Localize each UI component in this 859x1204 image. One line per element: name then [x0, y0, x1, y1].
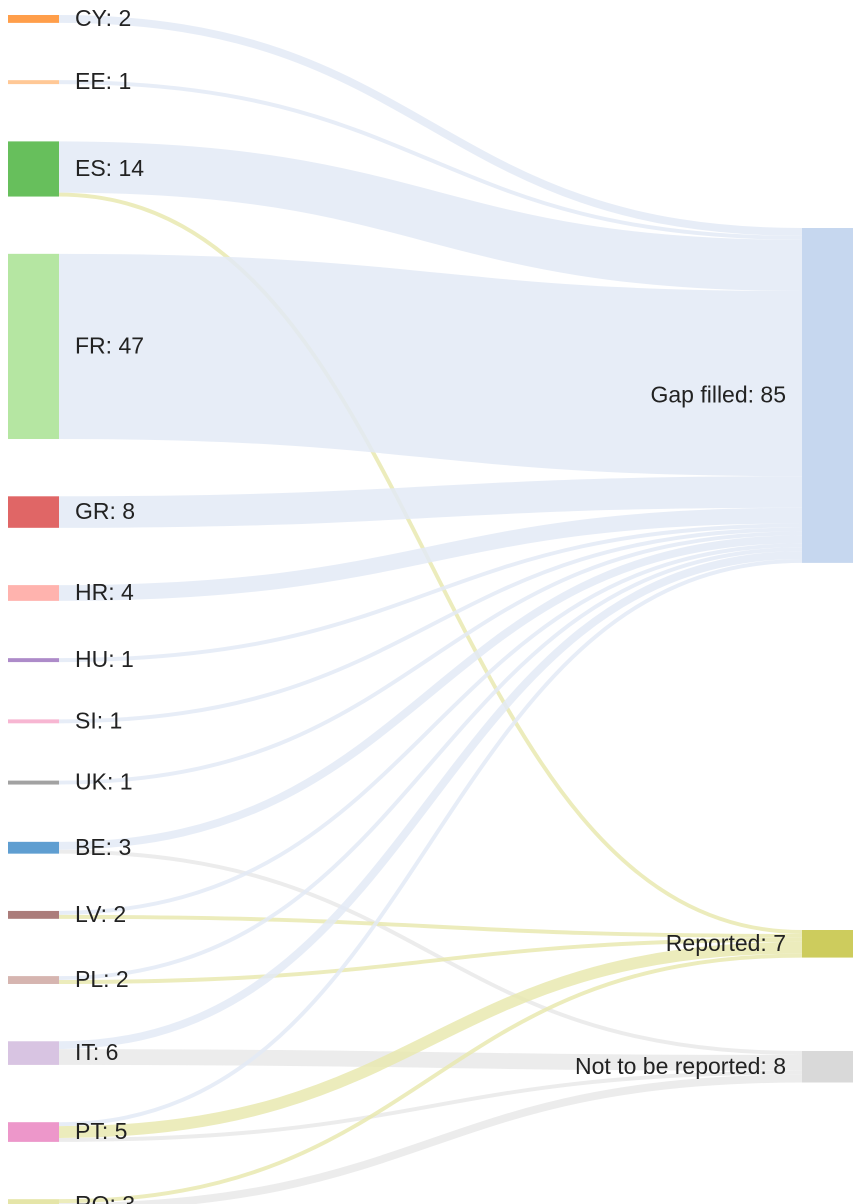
node [8, 496, 59, 528]
link [58, 937, 803, 984]
links [58, 15, 803, 1204]
node [802, 930, 853, 958]
node-label: UK: 1 [75, 769, 133, 795]
node [8, 15, 59, 23]
node-label: FR: 47 [75, 333, 144, 359]
node-label: BE: 3 [75, 834, 131, 860]
node [8, 80, 59, 85]
node [8, 780, 59, 785]
link [58, 192, 803, 934]
link [58, 535, 803, 850]
link [58, 1074, 803, 1204]
node-label: HU: 1 [75, 646, 134, 672]
node [8, 1041, 59, 1065]
link [58, 914, 803, 938]
node-label: LV: 2 [75, 901, 126, 927]
link [58, 551, 803, 1050]
node-label: PL: 2 [75, 966, 129, 992]
link [58, 141, 803, 292]
labels: CY: 2 EE: 1 ES: 14 FR: 47 GR: 8 HR: 4 HU: 1 SI:… [75, 5, 786, 1204]
link [58, 476, 803, 528]
node [8, 1122, 59, 1142]
node [8, 719, 59, 724]
link [58, 941, 803, 1138]
link [58, 507, 803, 601]
node-label: IT: 6 [75, 1039, 118, 1065]
link [58, 1070, 803, 1142]
link [58, 527, 803, 724]
nodes [8, 15, 853, 1204]
link [58, 15, 803, 236]
node-label: SI: 1 [75, 707, 122, 733]
node [8, 585, 59, 601]
node-label: RO: 3 [75, 1191, 135, 1204]
link [58, 558, 803, 1127]
node-label: GR: 8 [75, 498, 135, 524]
node-label: CY: 2 [75, 5, 131, 31]
link [58, 253, 803, 477]
node [8, 1199, 59, 1204]
node-label: Reported: 7 [666, 930, 786, 956]
node-label: HR: 4 [75, 579, 134, 605]
node [802, 228, 853, 563]
link [58, 80, 803, 240]
node-label: ES: 14 [75, 155, 144, 181]
node-label: EE: 1 [75, 68, 131, 94]
node [8, 841, 59, 854]
node [802, 1051, 853, 1083]
node [8, 910, 59, 919]
link [58, 547, 803, 981]
link [58, 849, 803, 1055]
link [58, 953, 803, 1204]
node-label: Not to be reported: 8 [575, 1053, 786, 1079]
link [58, 523, 803, 663]
node [8, 658, 59, 663]
node [8, 976, 59, 984]
node-label: Gap filled: 85 [650, 382, 786, 408]
link [58, 543, 803, 915]
node [8, 141, 59, 197]
node-label: PT: 5 [75, 1118, 127, 1144]
node [8, 253, 59, 440]
link [58, 531, 803, 785]
link [58, 1049, 803, 1071]
